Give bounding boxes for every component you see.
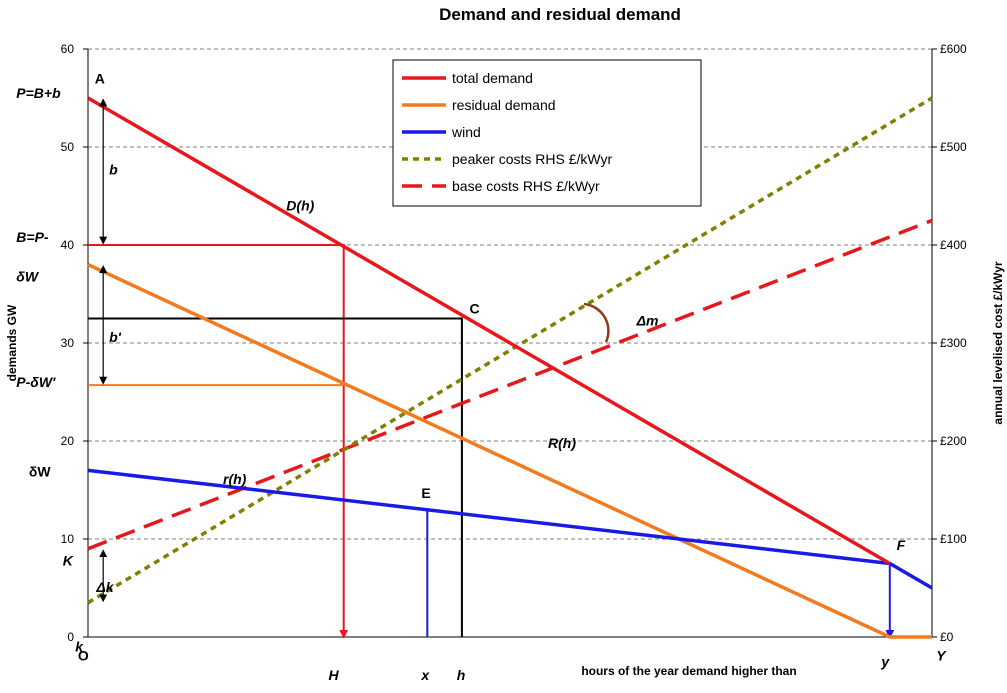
legend-label: base costs RHS £/kWyr: [452, 178, 600, 194]
series-line-base: [87, 218, 933, 551]
annotation-label: k: [75, 639, 84, 655]
right-axis-ticks: £0 £100 £200 £300 £400 £500 £600: [932, 42, 967, 644]
right-tick-label: £0: [940, 630, 954, 644]
annotation-label: b: [109, 161, 118, 177]
series-line-wind: [87, 468, 933, 590]
annotation-label: P=B+b: [16, 85, 61, 101]
right-tick-label: £100: [940, 532, 967, 546]
annotation-label: H: [329, 667, 340, 683]
annotation-label: δW: [29, 463, 51, 479]
annotation-label: P-δW': [16, 374, 56, 390]
annotation-label: x: [420, 667, 430, 683]
right-tick-label: £500: [940, 140, 967, 154]
annotation-label: O: [78, 648, 89, 664]
left-tick-label: 50: [61, 140, 75, 154]
annotation-label: R(h): [548, 435, 576, 451]
annotation-label: y: [880, 653, 890, 669]
helper-line-2: [88, 317, 463, 637]
annotation-label: Y: [936, 648, 947, 664]
annotation-label: B=P-: [16, 229, 49, 245]
left-tick-label: 10: [61, 532, 75, 546]
right-tick-label: £400: [940, 238, 967, 252]
legend: total demand residual demand wind peaker co…: [392, 59, 702, 207]
legend-label: peaker costs RHS £/kWyr: [452, 151, 612, 167]
annotation-label: K: [63, 553, 74, 569]
legend-label: total demand: [452, 70, 533, 86]
annotation-label: h: [457, 667, 466, 683]
annotation-label: C: [470, 301, 480, 317]
annotation-label: A: [95, 70, 105, 86]
right-tick-label: £600: [940, 42, 967, 56]
left-tick-label: 20: [61, 434, 75, 448]
left-tick-label: 30: [61, 336, 75, 350]
left-tick-label: 60: [61, 42, 75, 56]
series-line-total: [87, 96, 891, 566]
annotation-label: D(h): [286, 198, 314, 214]
chart-title: Demand and residual demand: [439, 5, 681, 24]
annotation-label: Δm: [636, 312, 659, 328]
annotation-label: b': [109, 329, 122, 345]
right-tick-label: £300: [940, 336, 967, 350]
legend-label: residual demand: [452, 97, 556, 113]
left-axis-ticks: 0 10 20 30 40 50 60: [61, 42, 88, 644]
series-lines: [87, 96, 933, 639]
legend-label: wind: [451, 124, 481, 140]
annotation-label: F: [897, 537, 906, 553]
x-axis-title: hours of the year demand higher than: [581, 664, 796, 678]
annotation-label: Δk: [95, 579, 114, 595]
right-axis-title: annual levelised cost £/kWyr: [991, 261, 1005, 425]
annotations: P=B+b Ab D(h) B=P-δW C Δm b' P-δW' R(h) δW r(h) E K Δ…: [16, 70, 947, 683]
annotation-label: δW: [16, 268, 40, 284]
left-tick-label: 0: [67, 630, 74, 644]
series-line-residual: [87, 263, 932, 639]
left-tick-label: 40: [61, 238, 75, 252]
right-tick-label: £200: [940, 434, 967, 448]
annotation-label: r(h): [223, 471, 247, 487]
left-axis-title: demands GW: [5, 304, 19, 381]
delta-m-arc: [583, 302, 610, 343]
annotation-label: E: [421, 485, 430, 501]
series-line-peaker: [87, 96, 933, 605]
